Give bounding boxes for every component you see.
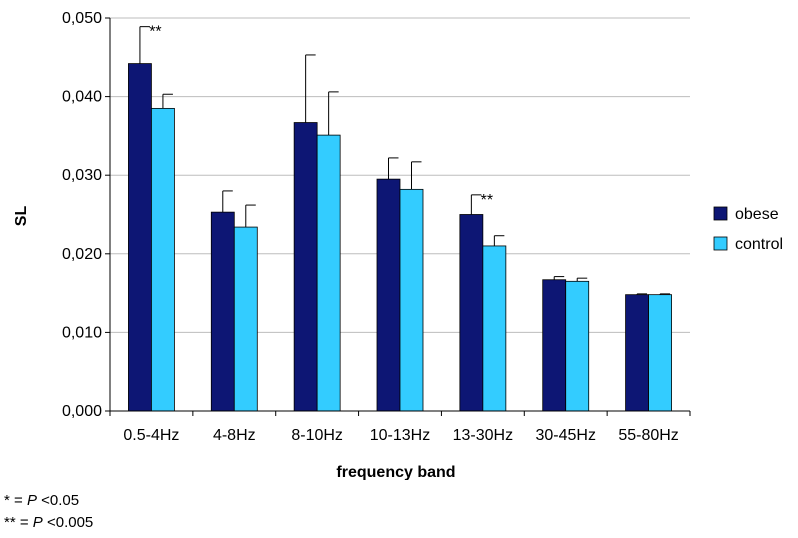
footnote-highly-significant: ** = P <0.005 (4, 512, 93, 534)
tick-labels: 0,000 0,010 0,020 0,030 0,040 0,050 0.5-4Hz 4-8… (62, 10, 691, 444)
error-bars (139, 26, 671, 295)
footnote-2-p: P (32, 514, 43, 531)
axes (109, 18, 690, 412)
bar-control (565, 280, 590, 412)
footnote-2-prefix: ** = (4, 514, 33, 531)
legend: obese control (713, 206, 783, 253)
footnote-significant: * = P <0.05 (4, 490, 93, 512)
footnote-2-suffix: <0.005 (42, 514, 94, 531)
significance-label: ** (481, 192, 493, 209)
y-tick-label: 0,010 (62, 324, 102, 341)
x-axis-title: frequency band (336, 464, 455, 480)
legend-label-control: control (735, 236, 783, 253)
x-tick-label: 4-8Hz (213, 427, 256, 444)
bar-control (399, 188, 424, 412)
x-tick-label: 13-30Hz (453, 427, 513, 444)
chart: 0,000 0,010 0,020 0,030 0,040 0,050 0.5-4Hz 4-8… (13, 10, 783, 480)
bar-control (151, 107, 175, 412)
y-tick-label: 0,040 (62, 89, 102, 106)
bar-obese (293, 122, 318, 412)
footnotes: * = P <0.05 ** = P <0.005 (4, 490, 93, 534)
legend-label-obese: obese (735, 206, 779, 223)
bar-obese (376, 178, 401, 412)
bar-obese (128, 63, 152, 412)
bar-obese (625, 294, 649, 412)
significance-markers: ** ** (149, 24, 493, 209)
x-tick-label: 10-13Hz (370, 427, 430, 444)
bar-control (233, 226, 258, 412)
y-axis-title: SL (13, 206, 30, 227)
y-tick-label: 0,020 (62, 246, 102, 263)
footnote-1-prefix: * = (4, 492, 27, 509)
legend-swatch-obese (713, 206, 728, 221)
bar-control (316, 134, 341, 412)
bar-obese (210, 211, 235, 412)
bar-control (482, 245, 507, 412)
legend-swatch-control (713, 236, 728, 251)
footnote-1-p: P (26, 492, 37, 509)
bar-obese (542, 279, 567, 412)
significance-label: ** (149, 24, 161, 41)
footnote-1-suffix: <0.05 (36, 492, 80, 509)
bars (128, 63, 672, 412)
y-tick-label: 0,000 (62, 403, 102, 420)
x-tick-label: 55-80Hz (618, 427, 678, 444)
x-tick-label: 8-10Hz (291, 427, 343, 444)
bar-control (648, 294, 672, 412)
y-tick-label: 0,050 (62, 10, 102, 27)
y-tick-label: 0,030 (62, 167, 102, 184)
x-tick-label: 30-45Hz (535, 427, 595, 444)
bar-obese (459, 214, 484, 412)
x-tick-label: 0.5-4Hz (123, 427, 179, 444)
gridlines (105, 17, 690, 412)
